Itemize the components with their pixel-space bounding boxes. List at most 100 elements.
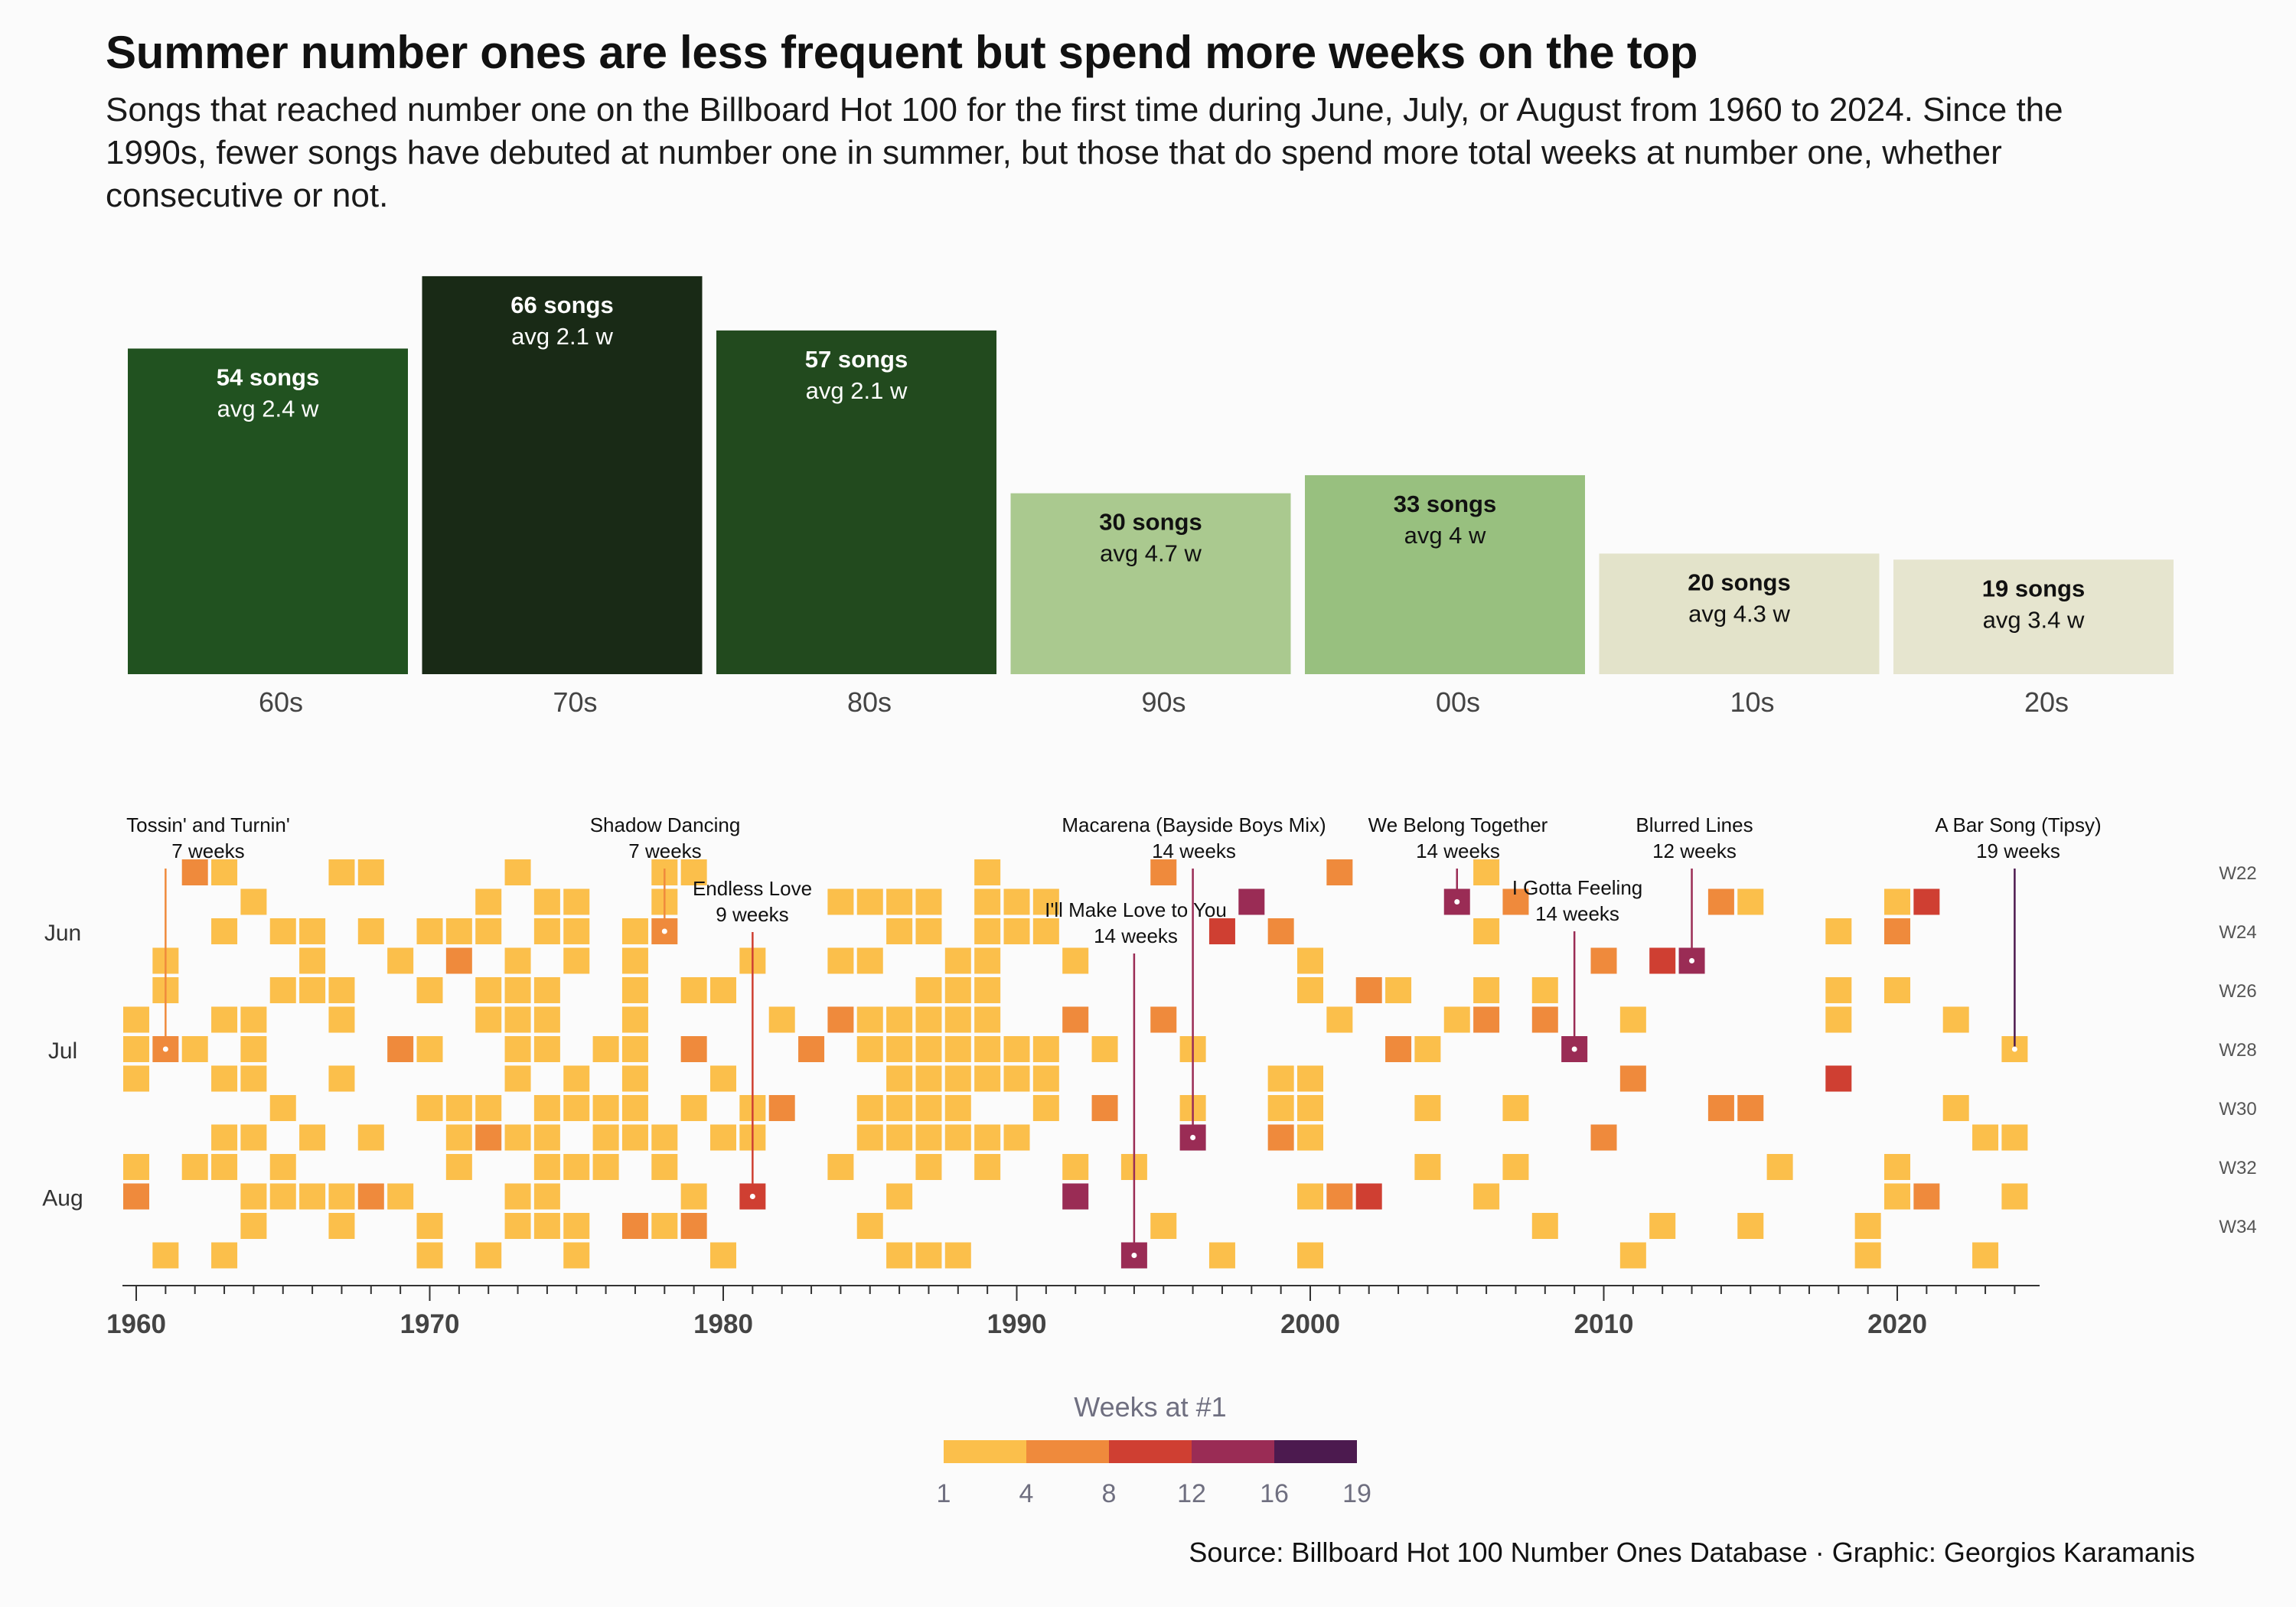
song-cell [1003,1065,1030,1092]
song-cell [1972,1242,1999,1269]
song-cell [1062,947,1089,974]
song-cell [269,1095,296,1121]
song-cell [1297,1242,1323,1269]
song-cell [1267,1124,1294,1151]
song-cell [1414,1095,1441,1121]
song-cell [1297,947,1323,974]
song-cell [533,1154,560,1180]
month-label-jul: Jul [48,1038,77,1064]
song-cell [1649,1213,1676,1239]
song-cell [974,977,1001,1003]
song-cell [533,977,560,1003]
song-cell [1297,1065,1323,1092]
song-cell [240,1124,267,1151]
song-cell [299,1183,326,1210]
decade-label-00s: 00s [1436,686,1480,718]
song-cell [651,1213,678,1239]
song-cell [886,1183,913,1210]
chart-title: Summer number ones are less frequent but… [106,27,1698,78]
annotation-weeks: 19 weeks [1976,839,2060,862]
song-cell [1884,888,1910,915]
bar-avg-label-00s: avg 4 w [1404,522,1486,549]
song-cell [768,1095,795,1121]
song-cell [1619,1006,1646,1033]
song-cell [475,1124,502,1151]
annotation-title: Macarena (Bayside Boys Mix) [1062,813,1326,836]
song-cell [1825,1065,1852,1092]
song-cell [269,977,296,1003]
annotation-weeks: 9 weeks [716,903,788,926]
song-cell [974,1065,1001,1092]
song-cell [944,1242,971,1269]
song-cell [1766,1154,1793,1180]
song-cell [533,1006,560,1033]
song-cell [211,1065,238,1092]
song-cell [1267,1065,1294,1092]
song-cell [123,1154,149,1180]
song-cell [621,1065,648,1092]
song-cell [621,918,648,944]
song-cell [1150,1213,1177,1239]
song-cell [328,1213,355,1239]
month-label-aug: Aug [42,1186,83,1211]
song-cell [1619,1065,1646,1092]
song-cell [974,1124,1001,1151]
song-cell [533,1183,560,1210]
song-cell [1091,1095,1118,1121]
song-cell [915,918,942,944]
song-cell [269,1183,296,1210]
legend-title: Weeks at #1 [1074,1391,1226,1423]
song-cell [123,1183,149,1210]
song-cell [621,977,648,1003]
song-cell [886,1006,913,1033]
song-cell [269,918,296,944]
song-cell [240,1065,267,1092]
song-cell [533,918,560,944]
song-cell [1414,1154,1441,1180]
song-cell [475,1006,502,1033]
song-cell [504,1213,531,1239]
song-cell [1854,1213,1881,1239]
song-cell [123,1065,149,1092]
song-cell [1590,1124,1617,1151]
song-cell [592,1124,619,1151]
song-cell [416,1242,443,1269]
song-cell [1414,1036,1441,1062]
song-cell [1473,1183,1500,1210]
annotation-weeks: 7 weeks [628,839,701,862]
song-cell [886,1065,913,1092]
bar-avg-label-90s: avg 4.7 w [1100,540,1202,567]
song-cell [1502,888,1529,915]
song-cell [1032,918,1059,944]
song-cell [856,1213,883,1239]
song-cell [944,1006,971,1033]
song-cell [915,1124,942,1151]
song-cell [680,1095,707,1121]
song-cell [1473,1006,1500,1033]
song-cell [974,947,1001,974]
song-cell [416,918,443,944]
song-cell [1003,918,1030,944]
song-cell [1208,918,1235,944]
annotation-title: Blurred Lines [1636,813,1753,836]
song-cell [445,1154,472,1180]
song-cell [1385,977,1412,1003]
song-cell [974,1154,1001,1180]
annotation-weeks: 14 weeks [1094,924,1178,947]
song-cell [1502,1154,1529,1180]
song-cell [445,918,472,944]
song-cell [886,1095,913,1121]
annotation-weeks: 14 weeks [1535,902,1619,925]
song-cell [621,1095,648,1121]
song-cell [1854,1242,1881,1269]
song-cell [328,977,355,1003]
song-cell [387,1183,414,1210]
song-cell [827,888,854,915]
song-cell [1326,1183,1353,1210]
bar-songs-label-70s: 66 songs [510,292,613,318]
source-credit: Source: Billboard Hot 100 Number Ones Da… [1189,1537,2195,1568]
legend-swatch [1109,1440,1192,1463]
song-cell [504,1065,531,1092]
song-cell [211,1006,238,1033]
